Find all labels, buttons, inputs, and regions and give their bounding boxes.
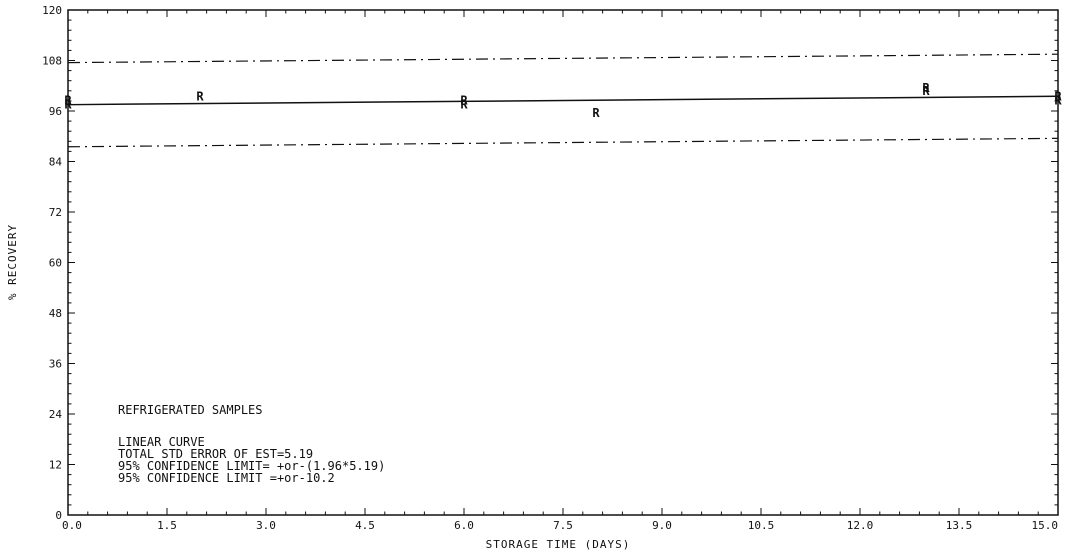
x-tick-label: 12.0 bbox=[847, 519, 874, 532]
x-tick-labels: 0.0 1.5 3.0 4.5 6.0 7.5 9.0 10.5 12.0 13.5 15.0 bbox=[62, 519, 1058, 532]
y-tick-label: 48 bbox=[49, 307, 62, 320]
x-tick-label: 13.5 bbox=[946, 519, 973, 532]
y-tick-label: 84 bbox=[49, 156, 63, 169]
y-tick-label: 120 bbox=[42, 4, 62, 17]
data-point: R bbox=[922, 81, 930, 95]
x-tick-label: 0.0 bbox=[62, 519, 82, 532]
data-point: R bbox=[64, 98, 72, 112]
y-tick-label: 12 bbox=[49, 459, 62, 472]
x-tick-label: 3.0 bbox=[256, 519, 276, 532]
annotation-line-1: LINEAR CURVE bbox=[118, 435, 205, 449]
x-tick-label: 1.5 bbox=[157, 519, 177, 532]
data-point: R bbox=[922, 84, 930, 98]
annotation-line-2: TOTAL STD ERROR OF EST=5.19 bbox=[118, 447, 313, 461]
upper-confidence-line bbox=[67, 53, 1059, 64]
x-tick-label: 9.0 bbox=[652, 519, 672, 532]
annotation-title: REFRIGERATED SAMPLES bbox=[118, 403, 263, 417]
x-tick-label: 7.5 bbox=[553, 519, 573, 532]
y-tick-label: 72 bbox=[49, 206, 62, 219]
y-axis-title: % RECOVERY bbox=[6, 224, 19, 300]
data-point: R bbox=[1054, 93, 1062, 107]
x-tick-label: 10.5 bbox=[748, 519, 775, 532]
y-tick-label: 96 bbox=[49, 105, 62, 118]
y-tick-label: 24 bbox=[49, 408, 63, 421]
lower-confidence-line bbox=[67, 137, 1059, 148]
plot-frame bbox=[67, 9, 1059, 516]
series-lines bbox=[67, 53, 1059, 148]
data-point: R bbox=[460, 93, 468, 107]
data-point: R bbox=[196, 89, 204, 103]
annotation-block: REFRIGERATED SAMPLES LINEAR CURVE TOTAL … bbox=[118, 403, 385, 485]
data-point: R bbox=[592, 106, 600, 120]
y-tick-label: 108 bbox=[42, 55, 62, 68]
x-axis-title: STORAGE TIME (DAYS) bbox=[486, 538, 631, 551]
data-point: R bbox=[1054, 89, 1062, 103]
x-tick-label: 15.0 bbox=[1032, 519, 1059, 532]
y-tick-label: 36 bbox=[49, 358, 62, 371]
y-tick-label: 60 bbox=[49, 257, 62, 270]
tick-marks bbox=[67, 9, 1059, 516]
y-tick-label: 0 bbox=[55, 509, 62, 522]
y-tick-labels: 0 12 24 36 48 60 72 84 96 108 120 bbox=[42, 4, 62, 522]
x-tick-label: 4.5 bbox=[355, 519, 375, 532]
annotation-line-3: 95% CONFIDENCE LIMIT= +or-(1.96*5.19) bbox=[118, 459, 385, 473]
annotation-line-4: 95% CONFIDENCE LIMIT =+or-10.2 bbox=[118, 471, 335, 485]
data-point: R bbox=[460, 98, 468, 112]
data-point: R bbox=[64, 93, 72, 107]
linear-fit-line bbox=[67, 95, 1059, 106]
x-tick-label: 6.0 bbox=[454, 519, 474, 532]
